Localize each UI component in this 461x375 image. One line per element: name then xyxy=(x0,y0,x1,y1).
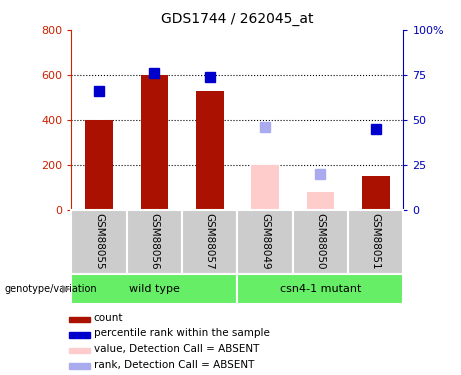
Bar xyxy=(69,348,90,353)
Text: GSM88055: GSM88055 xyxy=(94,213,104,270)
Bar xyxy=(196,91,224,210)
Text: count: count xyxy=(94,313,123,323)
FancyBboxPatch shape xyxy=(348,210,403,274)
Bar xyxy=(251,165,279,210)
Title: GDS1744 / 262045_at: GDS1744 / 262045_at xyxy=(161,12,313,26)
FancyBboxPatch shape xyxy=(71,274,237,304)
Bar xyxy=(307,192,334,210)
Text: ▶: ▶ xyxy=(62,284,71,294)
Text: rank, Detection Call = ABSENT: rank, Detection Call = ABSENT xyxy=(94,360,254,370)
Text: wild type: wild type xyxy=(129,284,180,294)
Text: genotype/variation: genotype/variation xyxy=(5,284,97,294)
Bar xyxy=(69,316,90,322)
Bar xyxy=(362,176,390,210)
Bar xyxy=(85,120,113,210)
FancyBboxPatch shape xyxy=(237,210,293,274)
Text: percentile rank within the sample: percentile rank within the sample xyxy=(94,328,270,339)
Text: csn4-1 mutant: csn4-1 mutant xyxy=(280,284,361,294)
Text: GSM88050: GSM88050 xyxy=(315,213,325,270)
Text: GSM88049: GSM88049 xyxy=(260,213,270,270)
FancyBboxPatch shape xyxy=(237,274,403,304)
FancyBboxPatch shape xyxy=(71,210,127,274)
Bar xyxy=(141,75,168,210)
FancyBboxPatch shape xyxy=(293,210,348,274)
Text: GSM88051: GSM88051 xyxy=(371,213,381,270)
FancyBboxPatch shape xyxy=(127,210,182,274)
FancyBboxPatch shape xyxy=(182,210,237,274)
Text: value, Detection Call = ABSENT: value, Detection Call = ABSENT xyxy=(94,344,259,354)
Text: GSM88056: GSM88056 xyxy=(149,213,160,270)
Bar xyxy=(69,332,90,338)
Bar xyxy=(69,363,90,369)
Text: GSM88057: GSM88057 xyxy=(205,213,215,270)
